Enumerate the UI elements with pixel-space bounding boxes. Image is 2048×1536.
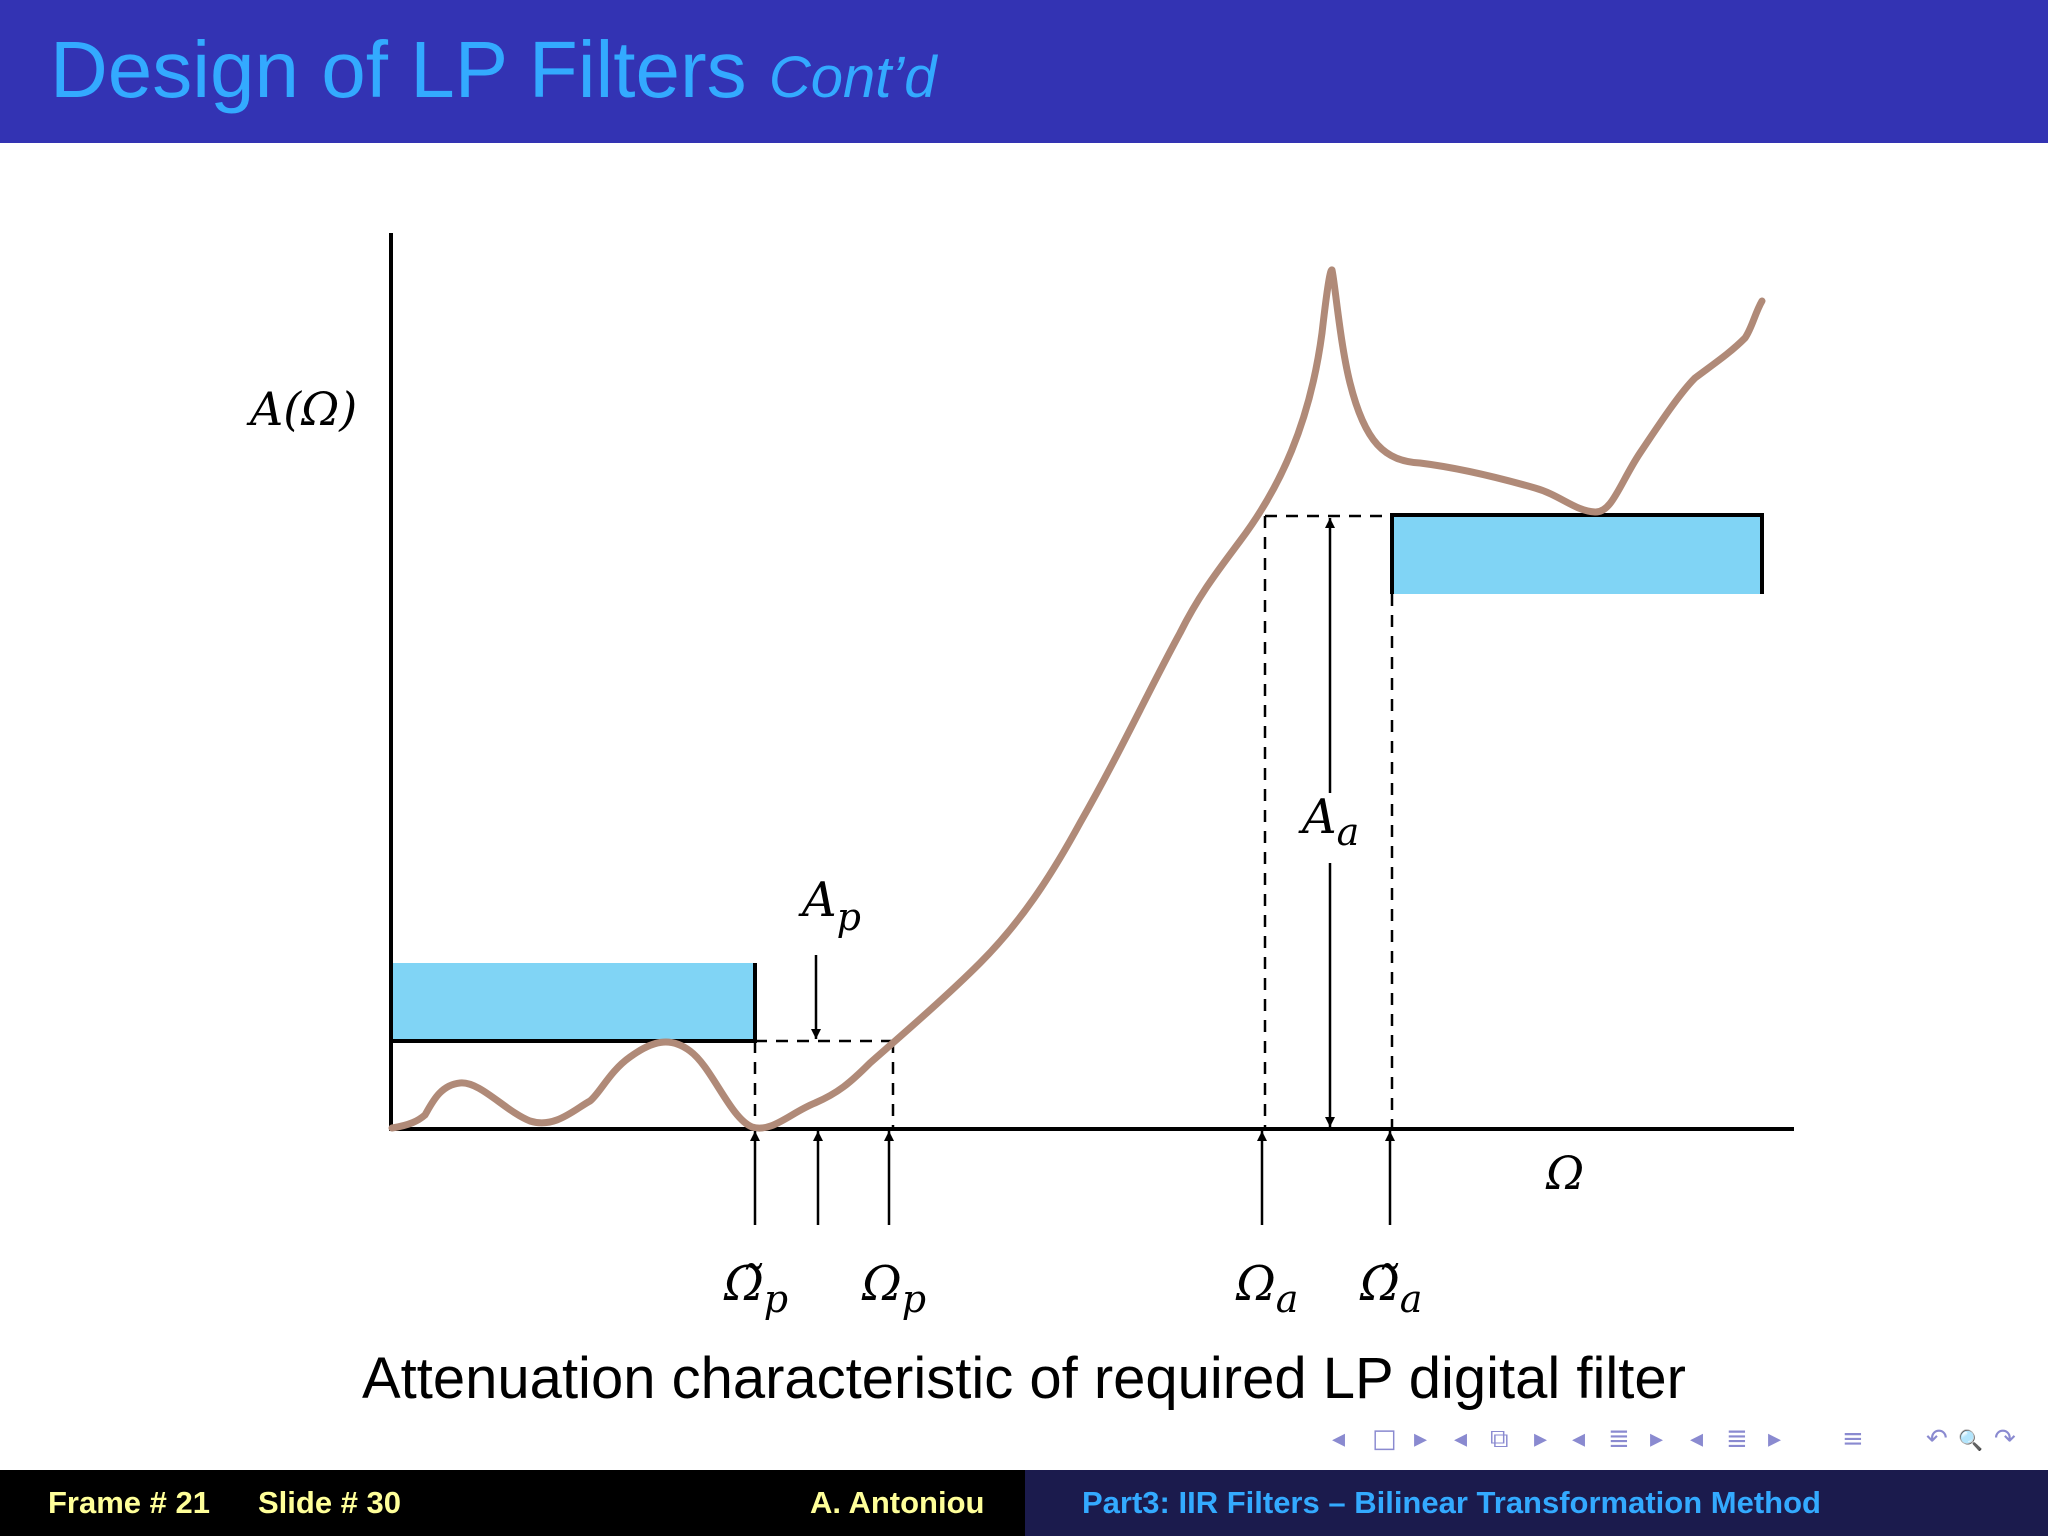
aa-label-sub: a (1337, 810, 1360, 854)
nav-next-subsection-icon[interactable]: ▸ (1534, 1424, 1548, 1454)
aa-label: Aa (1298, 789, 1359, 854)
nav-next-frame-icon[interactable]: ▸ (1414, 1424, 1428, 1454)
title-bar (0, 0, 2048, 143)
tick-label-omega-p-tilde: Ω̃p (723, 1256, 788, 1321)
nav-redo-icon[interactable]: ↷ (1994, 1424, 2016, 1454)
footer: Frame # 21 Slide # 30 A. Antoniou Part3:… (0, 1470, 2048, 1536)
ap-label-main: A (798, 872, 837, 928)
tick-label-sub: a (1400, 1277, 1423, 1321)
tick-label-sub: p (902, 1277, 926, 1321)
tick-label-main: Ω (861, 1256, 902, 1312)
tick-label-main: Ω̃ (1359, 1256, 1400, 1312)
tick-label-omega-a: Ωa (1235, 1256, 1298, 1321)
aa-label-main: A (1298, 789, 1337, 845)
tick-label-main: Ω̃ (723, 1256, 764, 1312)
title-subtitle: Cont’d (768, 45, 937, 110)
nav-next-document-icon[interactable]: ▸ (1768, 1424, 1782, 1454)
passband-region (392, 963, 754, 1041)
nav-prev-subsection-icon[interactable]: ◂ (1454, 1424, 1468, 1454)
nav-next-section-icon[interactable]: ▸ (1650, 1424, 1664, 1454)
tick-label-omega-p: Ωp (861, 1256, 926, 1321)
tick-label-sub: a (1276, 1277, 1299, 1321)
footer-left-panel (0, 1470, 1025, 1536)
nav-search-icon[interactable]: 🔍 (1958, 1428, 1983, 1452)
nav-document-icon[interactable]: ≣ (1726, 1424, 1748, 1454)
nav-frame-icon[interactable]: □ (1372, 1424, 1397, 1454)
beamer-navigation: ◂ □ ▸ ◂ ⧉ ▸ ◂ ≣ ▸ ◂ ≣ ▸ ≡ ↶ 🔍 ↷ (1330, 1424, 2040, 1460)
footer-slide-number: Slide # 30 (258, 1485, 402, 1520)
footer-part-title: Part3: IIR Filters – Bilinear Transforma… (1082, 1485, 1821, 1520)
nav-prev-section-icon[interactable]: ◂ (1572, 1424, 1586, 1454)
diagram-caption: Attenuation characteristic of required L… (362, 1346, 1686, 1411)
footer-right-panel (1025, 1470, 2048, 1536)
nav-undo-icon[interactable]: ↶ (1926, 1424, 1948, 1454)
ap-label-sub: p (837, 895, 861, 939)
tick-label-main: Ω (1235, 1256, 1276, 1312)
attenuation-curve (388, 266, 1766, 1132)
tick-label-sub: p (764, 1277, 788, 1321)
tick-label-omega-a-tilde: Ω̃a (1359, 1256, 1422, 1321)
slide-title: Design of LP Filters Cont’d (50, 30, 937, 110)
stopband-region (1392, 515, 1762, 594)
nav-prev-frame-icon[interactable]: ◂ (1332, 1424, 1346, 1454)
ap-label: Ap (798, 872, 861, 939)
x-axis-label: Ω (1545, 1146, 1584, 1200)
footer-author: A. Antoniou (810, 1485, 985, 1520)
footer-frame-number: Frame # 21 (48, 1485, 210, 1520)
title-main: Design of LP Filters (50, 25, 747, 114)
nav-subsection-icon[interactable]: ⧉ (1490, 1424, 1509, 1454)
attenuation-diagram: A(Ω) Ω Ap Aa Ω̃p Ωp Ωa Ω̃a (246, 233, 1794, 1321)
y-axis-label: A(Ω) (246, 382, 357, 436)
nav-section-icon[interactable]: ≣ (1608, 1424, 1630, 1454)
nav-align-icon[interactable]: ≡ (1842, 1424, 1864, 1454)
nav-prev-document-icon[interactable]: ◂ (1690, 1424, 1704, 1454)
stopband-boundary (1390, 513, 1764, 594)
